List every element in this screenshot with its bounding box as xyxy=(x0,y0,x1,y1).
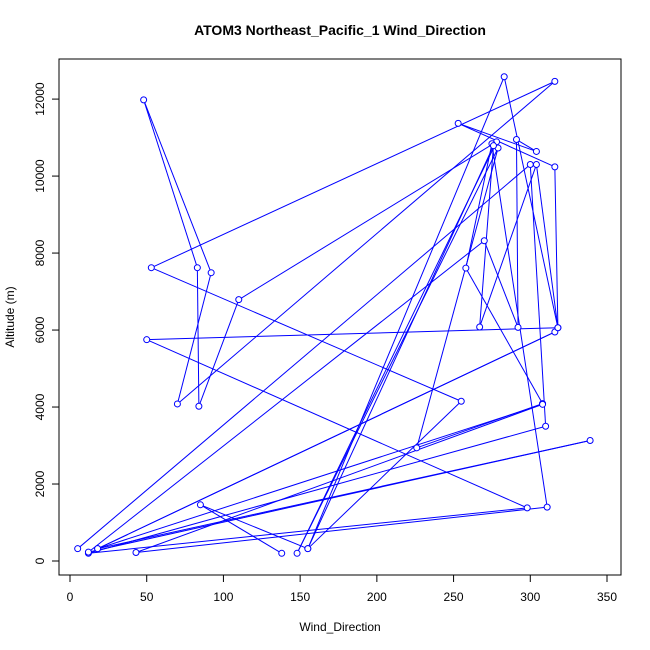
series-segment-31 xyxy=(88,440,591,553)
data-point-25 xyxy=(543,503,551,511)
y-tick-label-5: 10000 xyxy=(33,159,47,193)
series-segment-9 xyxy=(151,267,462,402)
series-points xyxy=(74,73,594,557)
series-segment-5 xyxy=(146,327,558,341)
series-segment-43 xyxy=(200,504,309,550)
data-point-37 xyxy=(454,119,462,127)
data-point-23 xyxy=(462,264,470,272)
y-tick-label-2: 4000 xyxy=(33,393,47,420)
chart-title: ATOM3 Northeast_Pacific_1 Wind_Direction xyxy=(194,22,486,38)
series-segment-36 xyxy=(458,122,537,152)
data-point-11 xyxy=(551,77,559,85)
series-segment-15 xyxy=(196,267,200,407)
series-segment-44 xyxy=(200,504,282,554)
series-segment-37 xyxy=(457,122,556,168)
series-segment-10 xyxy=(151,80,556,269)
data-point-32 xyxy=(84,548,92,556)
series-segment-2 xyxy=(88,425,546,554)
series-segment-1 xyxy=(529,164,547,427)
data-point-36 xyxy=(532,147,540,155)
data-point-41 xyxy=(476,323,484,331)
series-segment-14 xyxy=(143,99,198,268)
data-point-27 xyxy=(539,400,547,408)
y-tick-label-1: 2000 xyxy=(33,470,47,497)
y-axis-label: Altitude (m) xyxy=(3,286,17,347)
series-segment-20 xyxy=(416,147,499,448)
series-segment-13 xyxy=(143,99,212,273)
data-point-10 xyxy=(147,264,155,272)
x-tick-label-6: 300 xyxy=(520,590,540,604)
series-segment-19 xyxy=(296,147,499,554)
series-segment-6 xyxy=(503,76,559,328)
data-point-15 xyxy=(193,264,201,272)
data-point-26 xyxy=(132,549,140,557)
series-segment-40 xyxy=(479,164,537,328)
data-point-5 xyxy=(143,336,151,344)
series-segment-22 xyxy=(465,267,543,404)
series-segment-39 xyxy=(535,164,559,328)
series-segment-23 xyxy=(465,143,493,269)
data-point-39 xyxy=(554,324,562,332)
series-segment-27 xyxy=(97,403,543,550)
series-segment-29 xyxy=(97,331,556,550)
x-tick-label-7: 350 xyxy=(597,590,617,604)
data-point-0 xyxy=(74,545,82,553)
data-point-43 xyxy=(304,545,312,553)
series-segment-35 xyxy=(516,139,537,152)
x-axis: 0 50 100 150 200 250 300 350 xyxy=(67,574,617,604)
series-segment-38 xyxy=(554,166,559,328)
series-segment-8 xyxy=(307,400,462,550)
data-point-40 xyxy=(532,161,540,169)
series-lines xyxy=(77,76,591,554)
data-point-21 xyxy=(413,444,421,452)
x-tick-label-2: 100 xyxy=(213,590,233,604)
data-point-2 xyxy=(542,422,550,430)
series-segment-12 xyxy=(176,272,212,405)
series-segment-41 xyxy=(479,145,494,328)
series-segment-42 xyxy=(307,145,494,549)
data-point-7 xyxy=(500,73,508,81)
series-segment-32 xyxy=(88,240,485,553)
x-axis-label: Wind_Direction xyxy=(299,620,380,634)
y-tick-label-6: 12000 xyxy=(33,82,47,116)
y-tick-label-0: 0 xyxy=(33,557,47,564)
data-point-35 xyxy=(512,136,520,144)
series-segment-33 xyxy=(483,240,519,328)
series-segment-25 xyxy=(135,506,548,554)
series-segment-4 xyxy=(146,339,528,509)
data-point-16 xyxy=(195,402,203,410)
data-point-13 xyxy=(207,269,215,277)
data-point-1 xyxy=(526,161,534,169)
x-tick-label-4: 200 xyxy=(367,590,387,604)
plot-frame xyxy=(58,58,622,576)
x-tick-label-3: 150 xyxy=(290,590,310,604)
data-point-17 xyxy=(235,296,243,304)
data-point-44 xyxy=(196,501,204,509)
x-tick-label-5: 250 xyxy=(444,590,464,604)
series-segment-26 xyxy=(135,403,543,554)
data-point-42 xyxy=(489,142,497,150)
series-segment-16 xyxy=(198,299,240,407)
data-point-30 xyxy=(94,545,102,553)
series-segment-11 xyxy=(177,81,556,405)
data-point-33 xyxy=(480,237,488,245)
y-tick-label-3: 6000 xyxy=(33,316,47,343)
data-point-31 xyxy=(586,437,594,445)
data-point-12 xyxy=(173,400,181,408)
series-segment-34 xyxy=(515,139,519,328)
x-tick-label-1: 50 xyxy=(140,590,154,604)
y-axis: 0 2000 4000 6000 8000 10000 12000 xyxy=(33,82,60,564)
data-point-19 xyxy=(293,549,301,557)
y-tick-label-4: 8000 xyxy=(33,239,47,266)
data-point-38 xyxy=(551,163,559,171)
data-point-14 xyxy=(140,96,148,104)
data-point-4 xyxy=(523,504,531,512)
x-tick-label-0: 0 xyxy=(67,590,74,604)
data-point-9 xyxy=(457,397,465,405)
series-segment-17 xyxy=(238,141,497,301)
data-point-45 xyxy=(278,549,286,557)
series-segment-7 xyxy=(307,76,505,549)
data-point-34 xyxy=(514,323,522,331)
